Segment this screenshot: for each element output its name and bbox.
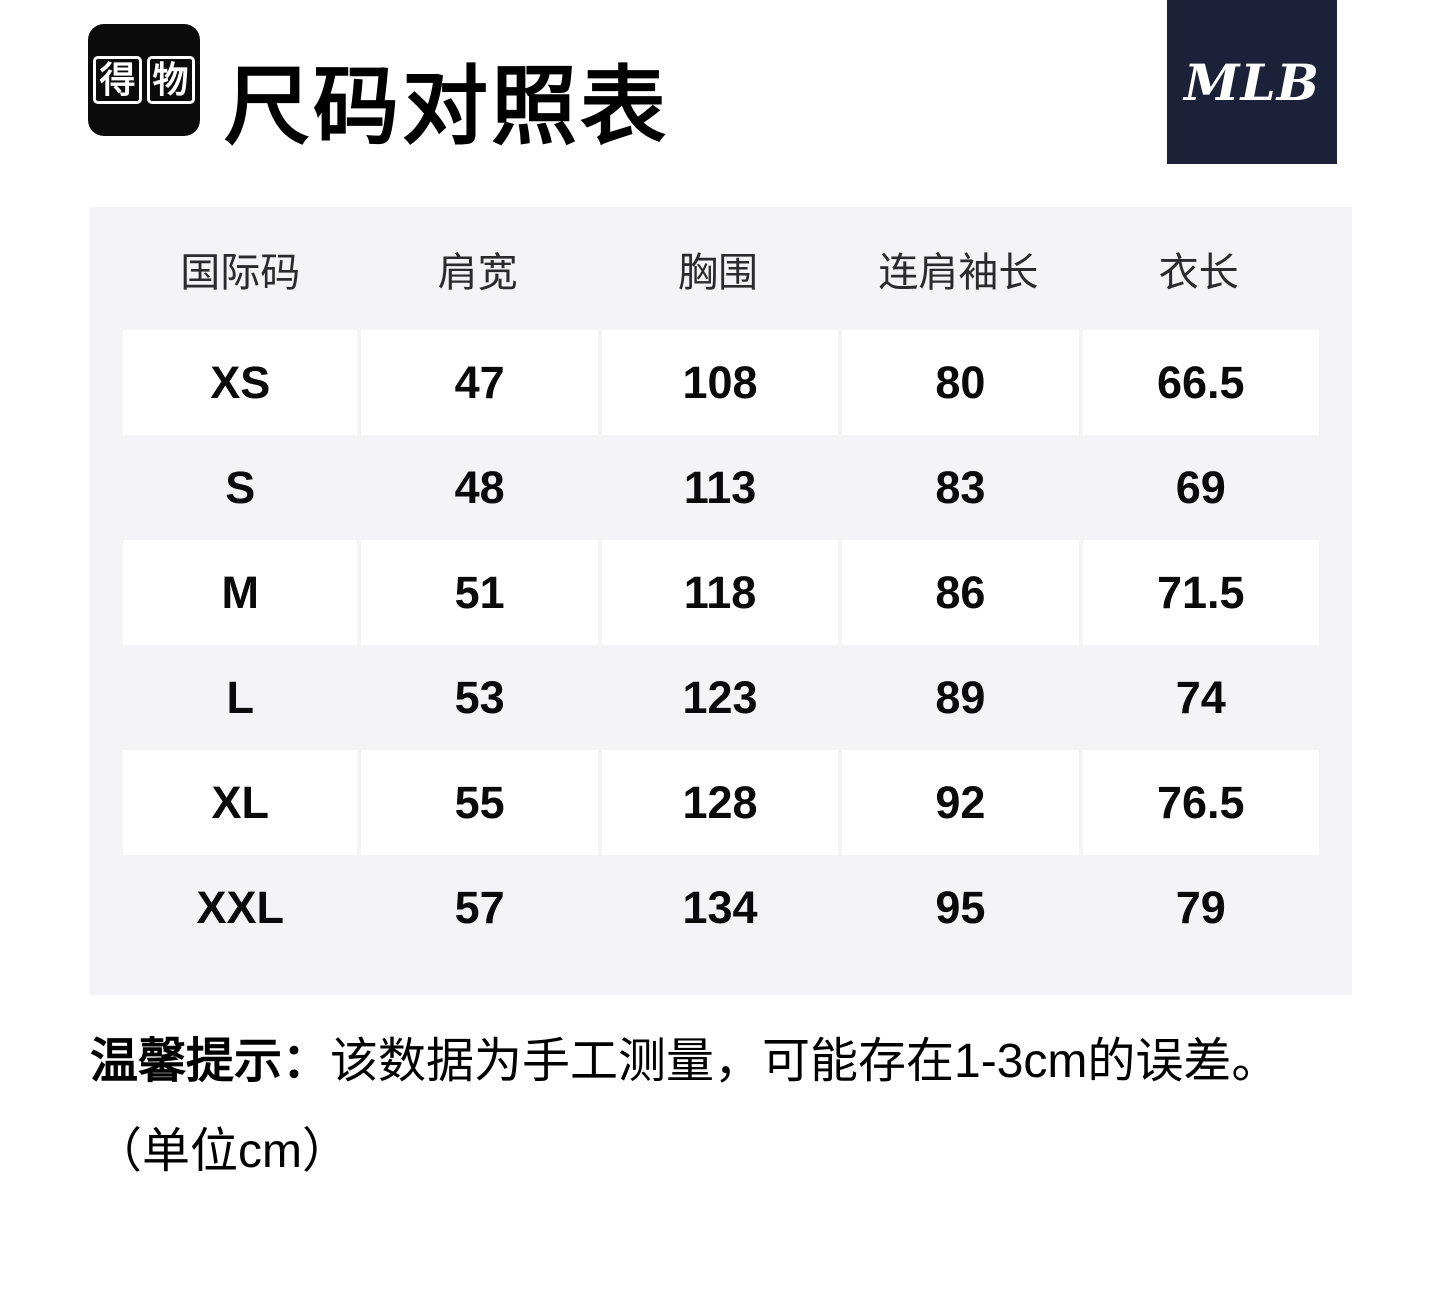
table-row: XL 55 128 92 76.5 <box>123 750 1319 855</box>
measurement-cell: 71.5 <box>1078 540 1319 645</box>
measurement-cell: 74 <box>1078 645 1319 750</box>
measurement-cell: 92 <box>838 750 1079 855</box>
measurement-cell: 76.5 <box>1078 750 1319 855</box>
column-header: 连肩袖长 <box>878 250 1039 295</box>
column-header: 国际码 <box>180 250 301 295</box>
size-table: 国际码 肩宽 胸围 连肩袖长 衣长 XS 47 108 80 66.5 S 48 113 83 69 M 51… <box>123 207 1319 960</box>
size-label-cell: XL <box>123 750 358 855</box>
measurement-cell: 86 <box>838 540 1079 645</box>
size-label-cell: XXL <box>196 881 284 933</box>
column-header: 衣长 <box>1158 250 1239 295</box>
size-label-cell: M <box>123 540 358 645</box>
dewu-logo-char: 物 <box>146 56 195 104</box>
table-row: XS 47 108 80 66.5 <box>123 330 1319 435</box>
measurement-cell: 128 <box>597 750 839 855</box>
measurement-cell: 123 <box>597 645 838 750</box>
column-header: 肩宽 <box>437 250 518 295</box>
table-row: L 53 123 89 74 <box>123 645 1319 750</box>
measurement-cell: 89 <box>838 645 1078 750</box>
dewu-logo-char: 得 <box>93 56 142 104</box>
measurement-cell: 83 <box>838 435 1078 540</box>
size-label-cell: XS <box>123 330 358 435</box>
measurement-cell: 47 <box>357 330 598 435</box>
note-text: 该数据为手工测量，可能存在1-3cm的误差。 <box>330 1035 1280 1088</box>
page-title: 尺码对照表 <box>224 59 669 155</box>
mlb-logo-text: MLB <box>1184 52 1320 112</box>
table-row: M 51 118 86 71.5 <box>123 540 1319 645</box>
size-table-panel: 国际码 肩宽 胸围 连肩袖长 衣长 XS 47 108 80 66.5 S 48 113 83 69 M 51… <box>90 207 1352 995</box>
measurement-cell: 108 <box>597 330 839 435</box>
measurement-note: 温馨提示：该数据为手工测量，可能存在1-3cm的误差。 <box>90 1027 1353 1097</box>
table-row: XXL 57 134 95 79 <box>123 855 1319 960</box>
measurement-cell: 134 <box>597 855 838 960</box>
measurement-cell: 53 <box>357 645 597 750</box>
note-label: 温馨提示： <box>90 1035 331 1088</box>
measurement-cell: 48 <box>357 435 597 540</box>
dewu-logo: 得 物 <box>88 24 200 136</box>
table-header-row: 国际码 肩宽 胸围 连肩袖长 衣长 <box>123 207 1319 330</box>
measurement-cell: 118 <box>597 540 839 645</box>
header: 得 物 尺码对照表 MLB <box>0 0 1443 207</box>
unit-note: （单位cm） <box>94 1124 350 1178</box>
size-label-cell: S <box>225 461 256 513</box>
measurement-cell: 79 <box>1078 855 1319 960</box>
measurement-cell: 80 <box>838 330 1079 435</box>
column-header: 胸围 <box>677 250 758 295</box>
size-label-cell: L <box>226 671 254 723</box>
measurement-cell: 69 <box>1078 435 1319 540</box>
measurement-cell: 57 <box>357 855 597 960</box>
measurement-cell: 51 <box>357 540 598 645</box>
measurement-cell: 113 <box>597 435 838 540</box>
measurement-cell: 55 <box>357 750 598 855</box>
measurement-cell: 95 <box>838 855 1078 960</box>
mlb-logo: MLB <box>1167 0 1337 164</box>
measurement-cell: 66.5 <box>1078 330 1319 435</box>
table-row: S 48 113 83 69 <box>123 435 1319 540</box>
